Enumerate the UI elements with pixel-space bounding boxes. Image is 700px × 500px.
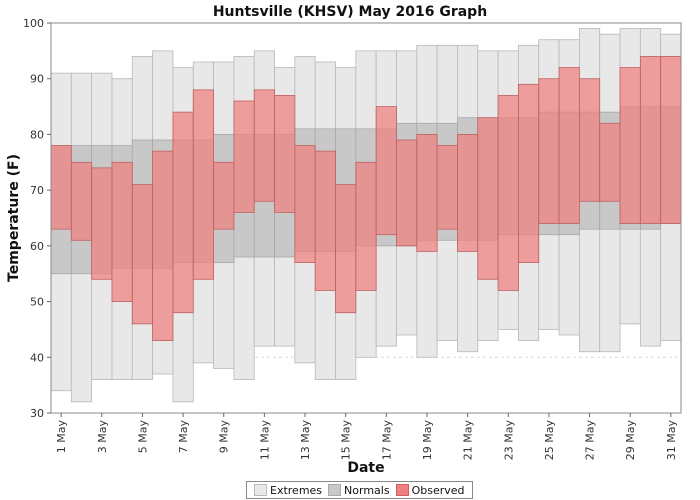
observed-bar-day-26 bbox=[558, 67, 580, 224]
observed-bar-day-31 bbox=[660, 56, 682, 224]
y-tick-label: 70 bbox=[30, 184, 44, 197]
observed-bar-day-23 bbox=[497, 95, 519, 291]
observed-bar-day-19 bbox=[416, 134, 438, 252]
legend-item-normals: Normals bbox=[328, 484, 390, 497]
y-axis-ticks: 30 40 50 60 70 80 90 100 bbox=[23, 17, 51, 420]
x-tick-label: 27 May bbox=[584, 420, 597, 461]
y-axis-title: Temperature (F) bbox=[6, 154, 22, 282]
observed-bar-day-28 bbox=[599, 122, 621, 202]
observed-bar-day-2 bbox=[70, 161, 93, 241]
y-tick-label: 50 bbox=[30, 296, 44, 309]
chart-title: Huntsville (KHSV) May 2016 Graph bbox=[212, 4, 488, 20]
observed-bar-day-4 bbox=[111, 161, 133, 302]
observed-bar-day-14 bbox=[314, 150, 336, 291]
x-tick-label: 19 May bbox=[421, 420, 434, 461]
legend-swatch-observed bbox=[395, 484, 409, 496]
x-tick-label: 15 May bbox=[340, 420, 353, 461]
observed-bar-day-13 bbox=[294, 145, 316, 263]
x-tick-label: 25 May bbox=[543, 420, 556, 461]
x-tick-label: 1 May bbox=[55, 420, 68, 454]
plot-frame bbox=[50, 22, 682, 414]
x-tick-label: 7 May bbox=[177, 420, 190, 454]
observed-bar-day-3 bbox=[91, 167, 113, 280]
x-tick-label: 5 May bbox=[136, 420, 149, 454]
x-tick-label: 21 May bbox=[462, 420, 475, 461]
observed-bar-day-7 bbox=[172, 111, 194, 314]
legend-item-extremes: Extremes bbox=[254, 484, 322, 497]
observed-bar-day-22 bbox=[477, 117, 499, 280]
legend-label-normals: Normals bbox=[344, 483, 390, 497]
y-tick-label: 90 bbox=[30, 73, 44, 86]
axes bbox=[50, 22, 682, 414]
observed-bar-day-10 bbox=[233, 100, 255, 213]
y-tick-label: 100 bbox=[23, 17, 44, 30]
observed-bar-day-21 bbox=[457, 134, 479, 252]
observed-bar-day-11 bbox=[253, 89, 275, 202]
y-tick-label: 80 bbox=[30, 128, 44, 141]
temperature-chart: 30 40 50 60 70 80 90 100 1 May 3 May 5 May 7 May 9 … bbox=[6, 17, 682, 476]
legend-label-extremes: Extremes bbox=[270, 483, 323, 497]
x-tick-label: 11 May bbox=[258, 420, 271, 461]
y-tick-label: 40 bbox=[30, 351, 44, 364]
observed-bar-day-27 bbox=[578, 78, 601, 202]
y-tick-label: 30 bbox=[30, 407, 44, 420]
observed-bar-day-30 bbox=[639, 56, 662, 224]
observed-bar-day-17 bbox=[375, 106, 397, 236]
observed-bar-day-29 bbox=[619, 67, 641, 224]
observed-bar-day-12 bbox=[274, 95, 296, 213]
observed-bar-day-8 bbox=[192, 89, 214, 280]
legend: Extremes Normals Observed bbox=[246, 481, 473, 499]
x-tick-label: 3 May bbox=[96, 420, 109, 454]
observed-bar-day-6 bbox=[152, 150, 174, 341]
legend-label-observed: Observed bbox=[411, 483, 465, 497]
legend-item-observed: Observed bbox=[395, 483, 465, 497]
observed-bar-day-15 bbox=[335, 184, 357, 314]
y-tick-label: 60 bbox=[30, 240, 44, 253]
observed-bar-day-1 bbox=[50, 145, 72, 230]
x-tick-label: 13 May bbox=[299, 420, 312, 461]
observed-bar-day-16 bbox=[355, 161, 377, 291]
observed-bar-day-5 bbox=[131, 184, 154, 325]
x-axis-title: Date bbox=[347, 460, 384, 476]
x-tick-label: 17 May bbox=[380, 420, 393, 461]
observed-bar-day-25 bbox=[538, 78, 560, 224]
observed-bar-day-20 bbox=[436, 145, 458, 230]
legend-swatch-extremes bbox=[254, 484, 267, 496]
observed-bar-day-18 bbox=[396, 139, 418, 247]
x-tick-label: 29 May bbox=[624, 420, 637, 461]
x-tick-label: 9 May bbox=[218, 420, 231, 454]
x-tick-label: 31 May bbox=[665, 420, 678, 461]
legend-swatch-normals bbox=[328, 484, 342, 496]
observed-bar-day-9 bbox=[213, 161, 235, 230]
x-axis-ticks: 1 May 3 May 5 May 7 May 9 May 11 May 13 May 15 … bbox=[55, 413, 678, 460]
x-tick-label: 23 May bbox=[502, 420, 515, 461]
bars bbox=[50, 28, 682, 403]
observed-bar-day-24 bbox=[518, 83, 540, 263]
